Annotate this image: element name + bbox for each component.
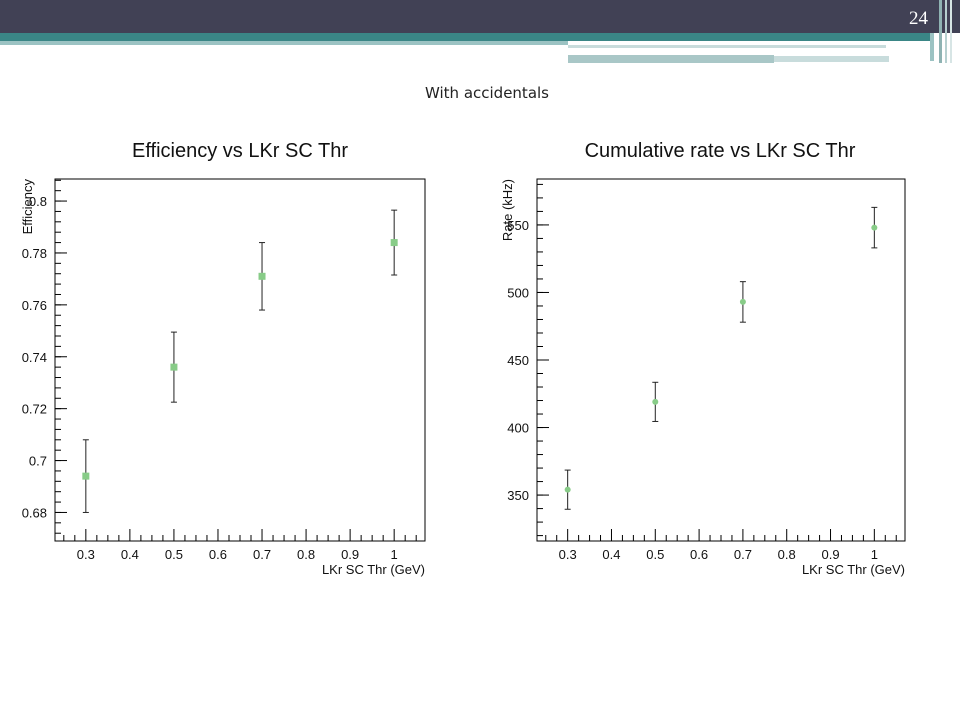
rate-chart-svg: Cumulative rate vs LKr SC Thr 0.3 0.4 0.5 0.…	[500, 140, 906, 577]
data-point	[390, 239, 398, 247]
x-tick-label: 0.7	[734, 547, 752, 562]
y-tick-label: 450	[507, 353, 529, 368]
y-tick-label: 0.76	[22, 298, 47, 313]
header-stripe	[0, 41, 568, 45]
header-bar	[0, 0, 960, 33]
x-tick-label: 0.6	[209, 547, 227, 562]
data-point	[871, 224, 878, 231]
x-tick-label: 0.3	[77, 547, 95, 562]
x-tick-label: 0.9	[821, 547, 839, 562]
y-tick-label: 550	[507, 218, 529, 233]
plot-frame	[54, 178, 426, 542]
x-tick-label: 1	[391, 547, 398, 562]
y-tick-label: 0.74	[22, 350, 47, 365]
data-point	[564, 486, 571, 493]
y-tick-label: 500	[507, 285, 529, 300]
x-tick-label: 0.4	[602, 547, 620, 562]
x-axis-label: LKr SC Thr (GeV)	[322, 562, 425, 577]
chart-title: Efficiency vs LKr SC Thr	[132, 140, 348, 162]
y-axis-label: Efficiency	[20, 179, 35, 235]
y-tick-label: 0.7	[29, 454, 47, 469]
chart-title: Cumulative rate vs LKr SC Thr	[585, 140, 856, 162]
data-point	[739, 298, 746, 305]
data-point	[82, 472, 90, 480]
x-axis-label: LKr SC Thr (GeV)	[802, 562, 905, 577]
header-stripe	[568, 45, 886, 48]
header-stripe	[945, 0, 947, 63]
plot-frame	[536, 178, 906, 542]
y-axis-label: Rate (kHz)	[500, 179, 515, 241]
x-tick-label: 0.4	[121, 547, 139, 562]
header-stripe	[930, 33, 934, 61]
data-point	[258, 272, 266, 280]
efficiency-chart: Efficiency vs LKr SC Thr 0.3 0.4 0.5 0.6 0.7 0…	[10, 130, 480, 585]
x-tick-label: 0.5	[646, 547, 664, 562]
x-tick-label: 0.9	[341, 547, 359, 562]
x-tick-label: 0.3	[559, 547, 577, 562]
x-tick-label: 0.5	[165, 547, 183, 562]
header-stripe	[0, 33, 930, 41]
x-tick-label: 0.8	[297, 547, 315, 562]
header-stripe	[950, 0, 952, 63]
x-tick-label: 0.8	[778, 547, 796, 562]
data-point	[170, 363, 178, 371]
x-tick-label: 1	[871, 547, 878, 562]
y-tick-label: 400	[507, 421, 529, 436]
x-tick-label: 0.6	[690, 547, 708, 562]
y-tick-label: 0.72	[22, 402, 47, 417]
slide-number: 24	[909, 8, 928, 29]
y-tick-label: 0.68	[22, 505, 47, 520]
y-tick-label: 0.8	[29, 194, 47, 209]
x-tick-label: 0.7	[253, 547, 271, 562]
header-stripe	[568, 55, 774, 63]
rate-chart: Cumulative rate vs LKr SC Thr 0.3 0.4 0.5 0.…	[490, 130, 960, 585]
slide-subtitle: With accidentals	[425, 84, 549, 102]
header-stripe	[774, 56, 889, 62]
y-tick-label: 0.78	[22, 246, 47, 261]
header-stripe	[939, 0, 942, 63]
efficiency-chart-svg: Efficiency vs LKr SC Thr 0.3 0.4 0.5 0.6 0.7 0…	[20, 140, 426, 577]
data-point	[652, 398, 659, 405]
y-tick-label: 350	[507, 488, 529, 503]
